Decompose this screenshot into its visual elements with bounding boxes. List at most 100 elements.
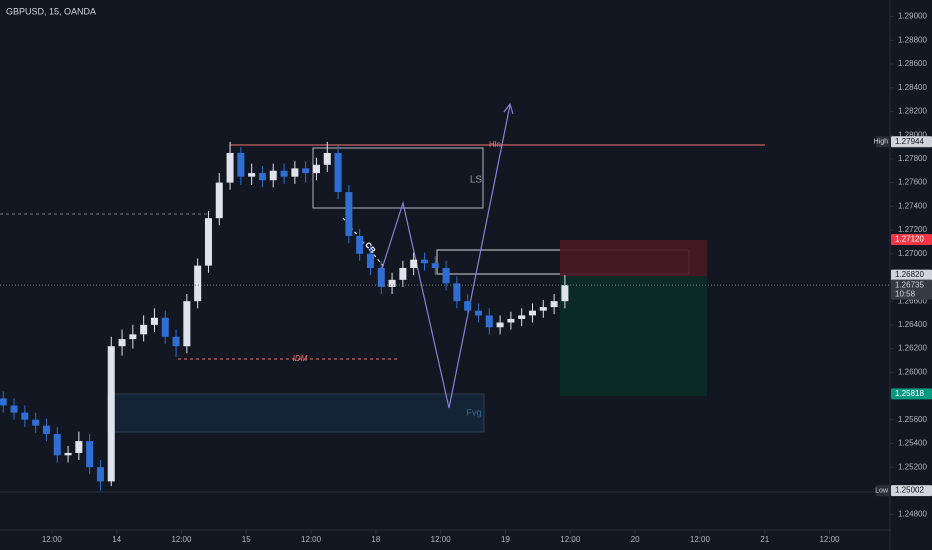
price-label-time: 10:58 bbox=[895, 289, 916, 298]
price-label: 1.26820 bbox=[895, 270, 924, 279]
x-tick-label: 12:00 bbox=[42, 535, 63, 544]
candle-body bbox=[356, 235, 364, 254]
y-tick-label: 1.25400 bbox=[898, 439, 927, 448]
candle-body bbox=[388, 279, 396, 287]
drawings: Hln LS Fvg IDM CB bbox=[0, 102, 890, 493]
projection-path bbox=[379, 104, 511, 409]
y-tick-label: 1.28000 bbox=[898, 130, 927, 139]
candles bbox=[0, 141, 569, 491]
y-tick-label: 1.28200 bbox=[898, 107, 927, 116]
candle-body bbox=[464, 301, 472, 311]
x-tick-label: 12:00 bbox=[690, 535, 711, 544]
candle-body bbox=[226, 152, 234, 183]
candle-body bbox=[474, 310, 482, 316]
price-tag-box bbox=[876, 136, 890, 148]
candle-body bbox=[237, 152, 245, 177]
y-tick-label: 1.27200 bbox=[898, 225, 927, 234]
candle-body bbox=[334, 152, 342, 193]
fvg-box bbox=[107, 393, 485, 433]
candle-body bbox=[129, 334, 137, 340]
price-label: 1.26735 bbox=[895, 280, 924, 289]
price-label-box bbox=[891, 279, 932, 300]
candle-body bbox=[21, 412, 29, 420]
price-label: 1.27944 bbox=[895, 137, 924, 146]
cb-line bbox=[342, 217, 386, 269]
x-tick-label: 14 bbox=[112, 535, 121, 544]
y-tick-label: 1.26000 bbox=[898, 367, 927, 376]
x-tick-label: 18 bbox=[371, 535, 380, 544]
candle-body bbox=[269, 170, 277, 181]
candle-body bbox=[312, 164, 320, 174]
candle-body bbox=[518, 315, 526, 319]
x-tick-label: 12:00 bbox=[301, 535, 322, 544]
stop-zone bbox=[560, 240, 707, 276]
idm-label: IDM bbox=[293, 354, 308, 363]
y-tick-label: 1.27400 bbox=[898, 201, 927, 210]
candle-body bbox=[539, 307, 547, 311]
y-tick-label: 1.28800 bbox=[898, 35, 927, 44]
candle-body bbox=[496, 322, 504, 328]
y-tick-label: 1.27600 bbox=[898, 178, 927, 187]
candle-body bbox=[399, 267, 407, 280]
candle-body bbox=[10, 405, 18, 413]
x-tick-label: 20 bbox=[631, 535, 640, 544]
price-tag: High bbox=[874, 139, 889, 146]
price-tag: Low bbox=[875, 487, 889, 494]
candle-body bbox=[442, 267, 450, 284]
y-tick-label: 1.26400 bbox=[898, 320, 927, 329]
candle-body bbox=[258, 173, 266, 181]
candle-body bbox=[453, 283, 461, 302]
y-tick-label: 1.28400 bbox=[898, 83, 927, 92]
x-tick-label: 12:00 bbox=[560, 535, 581, 544]
y-tick-label: 1.24800 bbox=[898, 510, 927, 519]
candle-body bbox=[32, 419, 40, 426]
hln-label: Hln bbox=[489, 140, 501, 149]
candle-body bbox=[161, 317, 169, 337]
candle-body bbox=[345, 192, 353, 236]
y-tick-label: 1.29000 bbox=[898, 12, 927, 21]
y-tick-label: 1.26600 bbox=[898, 296, 927, 305]
price-label: 1.25818 bbox=[895, 389, 924, 398]
price-label-box bbox=[891, 269, 932, 281]
y-tick-label: 1.28600 bbox=[898, 59, 927, 68]
candle-body bbox=[204, 218, 212, 266]
x-tick-label: 12:00 bbox=[819, 535, 840, 544]
candle-body bbox=[377, 267, 385, 287]
price-label-box bbox=[891, 388, 932, 400]
candle-body bbox=[528, 310, 536, 316]
y-tick-label: 1.27000 bbox=[898, 249, 927, 258]
candle-body bbox=[561, 285, 569, 302]
candle-body bbox=[323, 152, 331, 165]
candle-body bbox=[485, 315, 493, 328]
candle-body bbox=[431, 263, 439, 268]
ls-label: LS bbox=[470, 175, 483, 186]
y-tick-label: 1.27800 bbox=[898, 154, 927, 163]
y-tick-label: 1.26200 bbox=[898, 344, 927, 353]
candle-body bbox=[302, 168, 310, 174]
price-label-box bbox=[891, 234, 932, 246]
candle-body bbox=[0, 398, 7, 406]
x-tick-label: 21 bbox=[760, 535, 769, 544]
candle-body bbox=[64, 452, 72, 456]
candle-body bbox=[86, 441, 94, 468]
price-label-box bbox=[891, 485, 932, 497]
x-tick-label: 12:00 bbox=[431, 535, 452, 544]
candle-body bbox=[215, 182, 223, 219]
price-label: 1.27120 bbox=[895, 235, 924, 244]
x-tick-label: 12:00 bbox=[171, 535, 192, 544]
candle-body bbox=[75, 441, 83, 453]
target-zone bbox=[560, 276, 707, 396]
candle-body bbox=[291, 168, 299, 177]
candle-body bbox=[42, 425, 50, 434]
candle-body bbox=[248, 173, 256, 177]
candle-body bbox=[410, 259, 418, 268]
candle-body bbox=[194, 265, 202, 302]
ls-box bbox=[312, 147, 484, 209]
x-tick-label: 19 bbox=[501, 535, 510, 544]
y-tick-label: 1.25200 bbox=[898, 462, 927, 471]
candle-body bbox=[420, 259, 428, 264]
candle-body bbox=[107, 346, 115, 482]
candle-body bbox=[53, 433, 61, 456]
